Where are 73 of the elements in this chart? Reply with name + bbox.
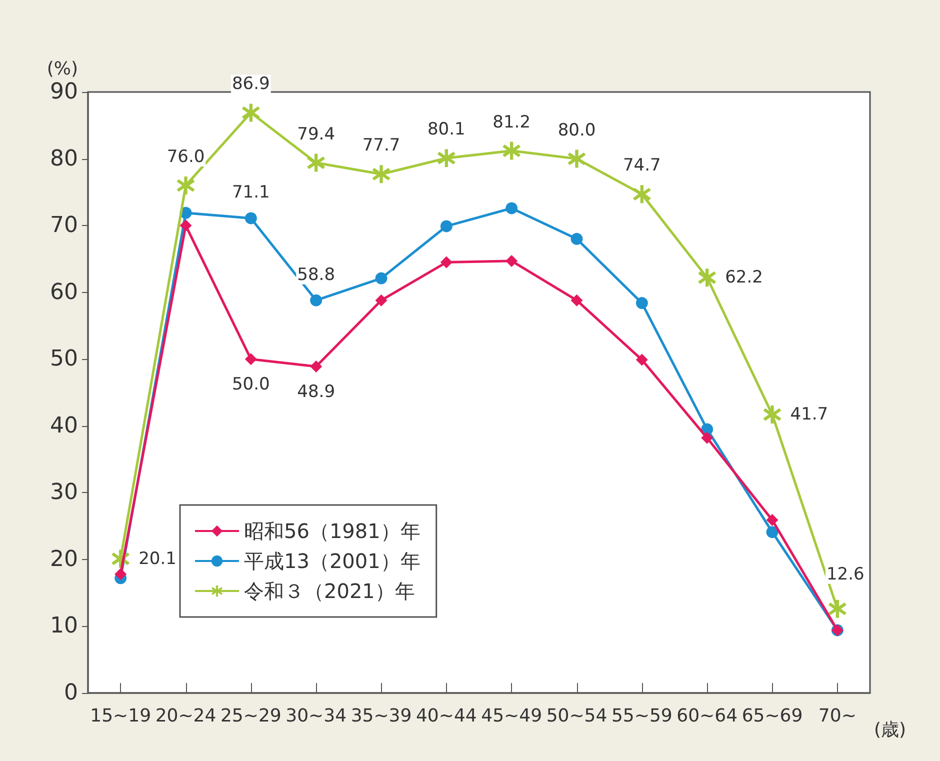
point bbox=[310, 360, 322, 372]
y-tick-label: 50 bbox=[50, 346, 78, 372]
point bbox=[636, 297, 648, 310]
x-tick-label: 25~29 bbox=[220, 706, 282, 726]
point bbox=[698, 268, 716, 287]
x-tick-label: 20~24 bbox=[155, 706, 216, 726]
data-label: 20.1 bbox=[138, 548, 176, 569]
x-axis-title: (歳) bbox=[874, 720, 906, 740]
point bbox=[763, 406, 782, 424]
point bbox=[307, 154, 326, 172]
x-tick-label: 35~39 bbox=[350, 706, 412, 726]
point bbox=[180, 220, 192, 232]
point bbox=[570, 232, 583, 245]
data-label: 80.0 bbox=[558, 120, 596, 140]
data-label: 76.0 bbox=[166, 146, 205, 167]
y-tick-label: 40 bbox=[50, 413, 78, 438]
data-label: 79.4 bbox=[297, 124, 336, 144]
point bbox=[242, 104, 260, 122]
y-tick-label: 0 bbox=[64, 680, 78, 706]
point bbox=[176, 176, 195, 194]
point bbox=[375, 294, 388, 306]
data-label: 81.2 bbox=[492, 112, 531, 132]
point bbox=[244, 353, 257, 366]
point bbox=[828, 600, 846, 618]
x-tick-label: 60~64 bbox=[676, 706, 738, 726]
point bbox=[632, 185, 651, 204]
point bbox=[701, 432, 714, 444]
x-tick-label: 40~44 bbox=[416, 706, 477, 726]
x-tick-label: 45~49 bbox=[481, 706, 542, 726]
data-label: 71.1 bbox=[232, 182, 270, 203]
x-tick-label: 50~54 bbox=[546, 706, 608, 726]
legend-label: 令和３（2021）年 bbox=[244, 579, 415, 603]
data-label: 48.9 bbox=[297, 382, 336, 402]
point bbox=[502, 142, 521, 160]
y-tick-label: 90 bbox=[50, 80, 78, 104]
y-tick-label: 30 bbox=[50, 480, 78, 506]
data-label: 62.2 bbox=[725, 268, 763, 288]
y-tick-label: 60 bbox=[50, 280, 78, 305]
x-tick-label: 15~19 bbox=[90, 706, 152, 726]
x-tick-label: 70~ bbox=[818, 706, 856, 726]
point bbox=[310, 294, 322, 306]
point bbox=[244, 212, 257, 224]
point bbox=[506, 202, 518, 214]
point bbox=[766, 526, 778, 538]
data-label: 86.9 bbox=[232, 74, 270, 94]
point bbox=[440, 256, 452, 268]
point bbox=[372, 165, 390, 184]
y-tick-label: 10 bbox=[50, 614, 78, 639]
data-label: 80.1 bbox=[427, 120, 466, 140]
point bbox=[570, 294, 583, 306]
data-label: 41.7 bbox=[790, 404, 828, 425]
point bbox=[766, 514, 778, 526]
y-tick-label: 80 bbox=[50, 146, 78, 172]
point bbox=[440, 220, 452, 232]
x-tick-label: 55~59 bbox=[611, 706, 672, 726]
point bbox=[568, 150, 586, 168]
y-tick-label: 70 bbox=[50, 213, 78, 238]
x-tick-label: 30~34 bbox=[286, 706, 347, 726]
point bbox=[437, 149, 456, 168]
point bbox=[636, 354, 648, 366]
legend-label: 平成13（2001）年 bbox=[244, 549, 420, 573]
legend-label: 昭和56（1981）年 bbox=[244, 519, 420, 543]
point bbox=[506, 254, 518, 267]
x-tick-label: 65~69 bbox=[742, 706, 803, 726]
data-label: 50.0 bbox=[232, 374, 270, 395]
point bbox=[114, 568, 127, 580]
data-label: 58.8 bbox=[297, 264, 336, 285]
y-axis-title: (%) bbox=[46, 58, 78, 80]
data-label: 77.7 bbox=[362, 136, 400, 156]
y-tick-label: 20 bbox=[50, 546, 78, 572]
data-label: 12.6 bbox=[826, 564, 864, 584]
point bbox=[375, 272, 388, 284]
data-label: 74.7 bbox=[622, 156, 661, 176]
